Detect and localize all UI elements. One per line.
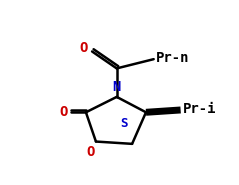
Text: Pr-i: Pr-i (183, 102, 217, 116)
Text: O: O (59, 105, 67, 119)
Text: Pr-n: Pr-n (156, 51, 190, 65)
Text: S: S (121, 117, 128, 130)
Text: N: N (113, 80, 121, 94)
Text: O: O (86, 145, 95, 159)
Text: O: O (79, 41, 87, 55)
